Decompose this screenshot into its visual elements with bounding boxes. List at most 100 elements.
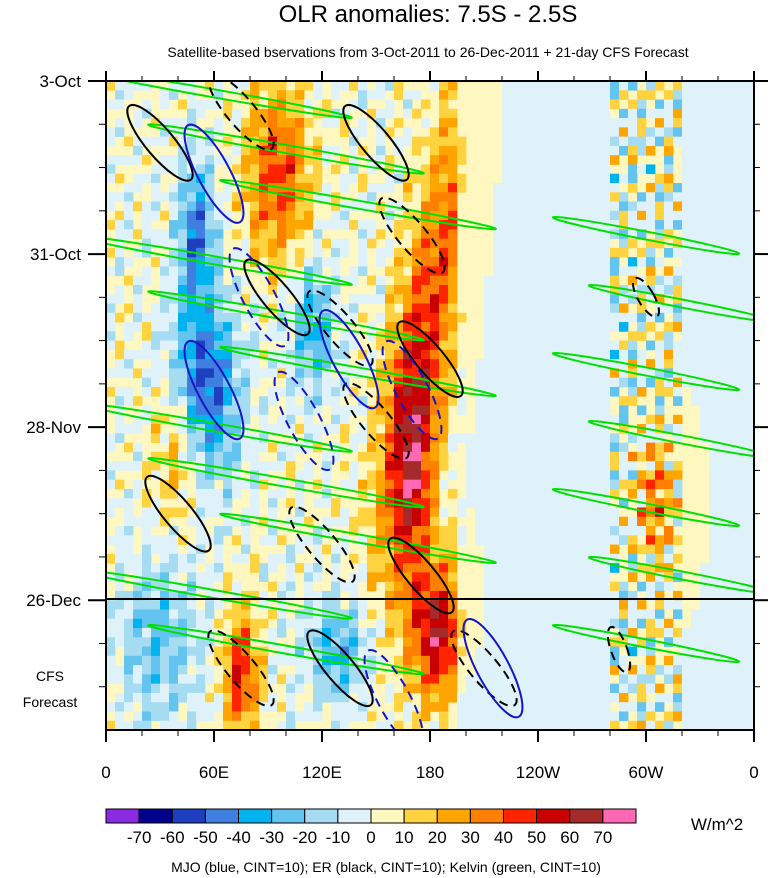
x-tick-label: 120W (516, 763, 560, 782)
anomaly-cell (115, 414, 125, 425)
anomaly-cell (628, 136, 638, 147)
anomaly-cell (520, 563, 530, 573)
anomaly-cell (619, 711, 629, 722)
anomaly-cell (187, 368, 197, 379)
anomaly-cell (727, 581, 737, 592)
anomaly-cell (529, 136, 539, 147)
anomaly-cell (484, 526, 494, 536)
anomaly-cell (637, 516, 647, 527)
anomaly-cell (520, 173, 530, 184)
anomaly-cell (583, 145, 593, 156)
anomaly-cell (574, 526, 584, 536)
anomaly-cell (628, 702, 638, 712)
anomaly-cell (232, 229, 242, 240)
anomaly-cell (619, 470, 629, 481)
colorbar-label: -10 (326, 828, 351, 847)
anomaly-cell (520, 590, 530, 601)
anomaly-cell (520, 312, 530, 323)
anomaly-cell (106, 127, 116, 138)
anomaly-cell (214, 266, 224, 277)
anomaly-cell (196, 535, 206, 545)
anomaly-cell (313, 155, 323, 165)
anomaly-cell (187, 572, 197, 583)
anomaly-cell (313, 220, 323, 230)
anomaly-cell (259, 433, 269, 443)
anomaly-cell (169, 238, 179, 249)
anomaly-cell (727, 535, 737, 545)
anomaly-cell (628, 238, 638, 249)
anomaly-cell (304, 581, 314, 592)
anomaly-cell (583, 396, 593, 406)
anomaly-cell (205, 136, 215, 147)
anomaly-cell (637, 646, 647, 657)
anomaly-cell (187, 646, 197, 657)
anomaly-cell (268, 442, 278, 453)
anomaly-cell (538, 488, 548, 499)
anomaly-cell (322, 359, 332, 369)
anomaly-cell (583, 377, 593, 388)
anomaly-cell (124, 90, 134, 100)
anomaly-cell (610, 275, 620, 286)
anomaly-cell (718, 683, 728, 694)
anomaly-cell (736, 266, 746, 277)
anomaly-cell (700, 720, 710, 730)
anomaly-cell (106, 303, 116, 314)
anomaly-cell (295, 210, 305, 221)
anomaly-cell (718, 674, 728, 685)
anomaly-cell (493, 377, 503, 388)
anomaly-cell (682, 692, 692, 703)
anomaly-cell (529, 609, 539, 620)
anomaly-cell (196, 322, 206, 332)
anomaly-cell (106, 702, 116, 712)
anomaly-cell (169, 507, 179, 518)
anomaly-cell (520, 600, 530, 610)
anomaly-cell (502, 702, 512, 712)
anomaly-cell (664, 182, 674, 193)
anomaly-cell (421, 220, 431, 230)
anomaly-cell (583, 646, 593, 657)
anomaly-cell (196, 479, 206, 490)
anomaly-cell (610, 655, 620, 666)
anomaly-cell (466, 702, 476, 712)
anomaly-cell (178, 609, 188, 620)
anomaly-cell (358, 405, 368, 416)
anomaly-cell (403, 507, 413, 518)
anomaly-cell (628, 470, 638, 481)
anomaly-cell (412, 683, 422, 694)
anomaly-cell (583, 433, 593, 443)
anomaly-cell (322, 192, 332, 202)
anomaly-cell (700, 683, 710, 694)
anomaly-cell (718, 90, 728, 100)
anomaly-cell (367, 479, 377, 490)
anomaly-cell (259, 173, 269, 184)
anomaly-cell (115, 247, 125, 258)
anomaly-cell (538, 414, 548, 425)
anomaly-cell (565, 526, 575, 536)
anomaly-cell (502, 674, 512, 685)
anomaly-cell (628, 201, 638, 212)
anomaly-cell (106, 247, 116, 258)
anomaly-cell (187, 284, 197, 295)
anomaly-cell (439, 145, 449, 156)
anomaly-cell (385, 349, 395, 360)
anomaly-cell (457, 155, 467, 165)
anomaly-cell (565, 108, 575, 119)
anomaly-cell (556, 702, 566, 712)
anomaly-cell (394, 665, 404, 675)
anomaly-cell (556, 340, 566, 351)
anomaly-cell (628, 590, 638, 601)
anomaly-cell (745, 516, 754, 527)
anomaly-cell (601, 201, 611, 212)
anomaly-cell (277, 145, 287, 156)
anomaly-cell (295, 507, 305, 518)
anomaly-cell (430, 655, 440, 666)
anomaly-cell (664, 192, 674, 202)
anomaly-cell (349, 433, 359, 443)
anomaly-cell (574, 581, 584, 592)
anomaly-cell (592, 618, 602, 629)
anomaly-cell (655, 386, 665, 397)
anomaly-cell (619, 414, 629, 425)
anomaly-cell (205, 368, 215, 379)
anomaly-cell (403, 284, 413, 295)
anomaly-cell (259, 535, 269, 545)
